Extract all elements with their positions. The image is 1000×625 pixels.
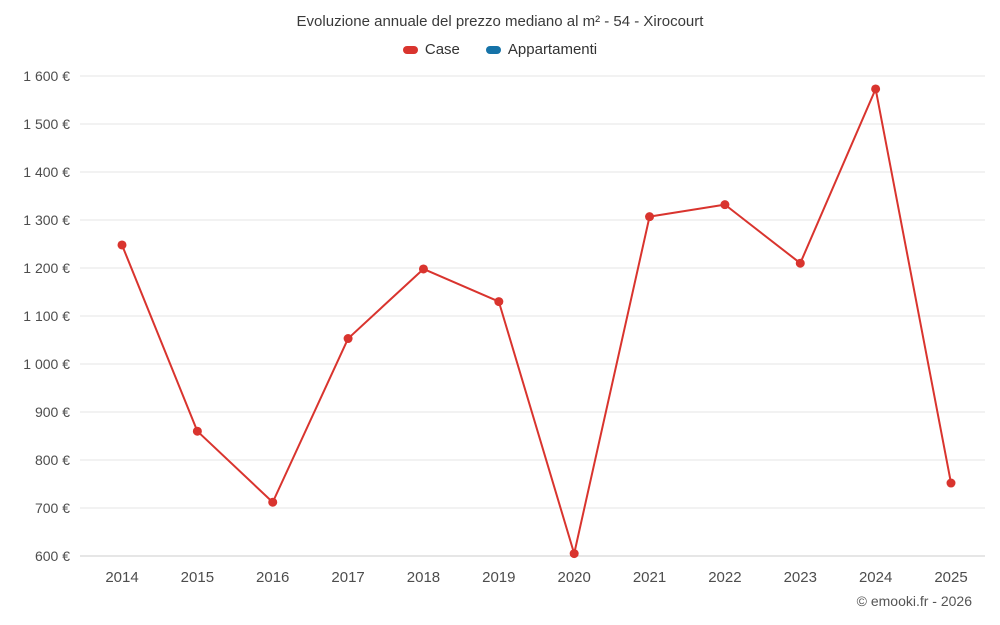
case-data-point[interactable]	[494, 297, 504, 307]
x-axis-label: 2025	[934, 569, 967, 586]
y-axis-label: 800 €	[35, 452, 70, 468]
chart-title: Evoluzione annuale del prezzo mediano al…	[296, 13, 704, 30]
case-data-point[interactable]	[645, 212, 655, 222]
x-axis-label: 2021	[633, 569, 666, 586]
x-axis-label: 2023	[784, 569, 817, 586]
y-axis-label: 1 300 €	[23, 212, 70, 228]
x-axis-label: 2020	[557, 569, 590, 586]
x-axis-label: 2017	[331, 569, 364, 586]
x-axis-label: 2015	[181, 569, 214, 586]
legend-item-case[interactable]: Case	[402, 41, 460, 58]
case-data-point[interactable]	[343, 334, 353, 344]
price-evolution-chart: 600 € 700 € 800 € 900 € 1 000 € 1 100 € 1 200 …	[23, 68, 985, 586]
y-axis-label: 700 €	[35, 500, 70, 516]
legend-swatch-icon	[402, 45, 418, 54]
case-data-point[interactable]	[871, 84, 881, 94]
case-data-point[interactable]	[268, 497, 278, 507]
y-axis-label: 1 500 €	[23, 116, 70, 132]
y-axis-label: 1 400 €	[23, 164, 70, 180]
x-axis-label: 2024	[859, 569, 892, 586]
case-data-point[interactable]	[117, 240, 127, 250]
chart-legend: Case Appartamenti	[0, 41, 1000, 58]
x-axis-label: 2014	[105, 569, 138, 586]
case-data-point[interactable]	[569, 549, 579, 559]
case-data-point[interactable]	[720, 200, 730, 210]
footer-credit: © emooki.fr - 2026	[856, 593, 972, 609]
case-series-line	[121, 87, 952, 555]
case-data-point[interactable]	[946, 478, 956, 488]
y-axis-label: 1 200 €	[23, 260, 70, 276]
x-axis-label: 2018	[407, 569, 440, 586]
case-data-point[interactable]	[418, 264, 428, 274]
y-axis-label: 1 000 €	[23, 356, 70, 372]
y-axis-label: 600 €	[35, 548, 70, 564]
case-data-point[interactable]	[192, 426, 202, 436]
case-data-point[interactable]	[795, 258, 805, 268]
y-axis-label: 900 €	[35, 404, 70, 420]
legend-label: Case	[424, 41, 460, 58]
legend-item-appartamenti[interactable]: Appartamenti	[485, 41, 598, 58]
x-axis-label: 2019	[482, 569, 515, 586]
x-axis-label: 2016	[256, 569, 289, 586]
legend-swatch-icon	[485, 45, 501, 54]
x-axis-label: 2022	[708, 569, 741, 586]
y-axis-label: 1 600 €	[23, 68, 70, 84]
legend-label: Appartamenti	[507, 41, 598, 58]
y-axis-label: 1 100 €	[23, 308, 70, 324]
